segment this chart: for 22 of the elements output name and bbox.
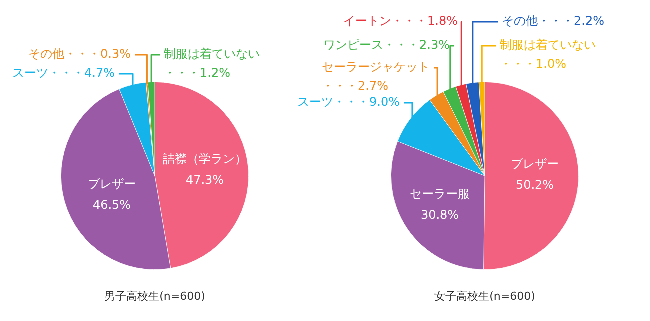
slice-label: その他・・・2.2% <box>502 14 604 28</box>
slice-label: その他・・・0.3% <box>28 47 132 62</box>
slice-label: スーツ・・・9.0% <box>298 95 400 110</box>
slice-label: 制服は着ていない <box>164 47 260 62</box>
data-label: 30.8% <box>420 208 460 222</box>
data-label: 50.2% <box>516 178 554 192</box>
slice-label: ワンピース・・・2.3% <box>324 38 450 52</box>
text: 女子高校生(n=600) <box>434 290 536 303</box>
data-label: ・・・2.7% <box>322 79 388 94</box>
slice-label: 詰襟（学ラン） <box>163 152 247 166</box>
slice-label: セーラージャケット <box>322 60 430 74</box>
slice-label: ブレザー <box>511 157 559 172</box>
slice-label: 制服は着ていない <box>500 38 596 52</box>
data-label: 47.3% <box>186 173 224 188</box>
slice-label: スーツ・・・4.7% <box>12 66 116 80</box>
text: 男子高校生(n=600) <box>104 290 206 303</box>
slice-label: セーラー服 <box>410 187 470 202</box>
slice-label: ブレザー <box>88 177 136 192</box>
data-label: ・・・1.0% <box>500 57 566 72</box>
data-label: ・・・1.2% <box>164 66 230 80</box>
data-label: 46.5% <box>92 198 132 212</box>
slice-label: イートン・・・1.8% <box>344 14 458 28</box>
